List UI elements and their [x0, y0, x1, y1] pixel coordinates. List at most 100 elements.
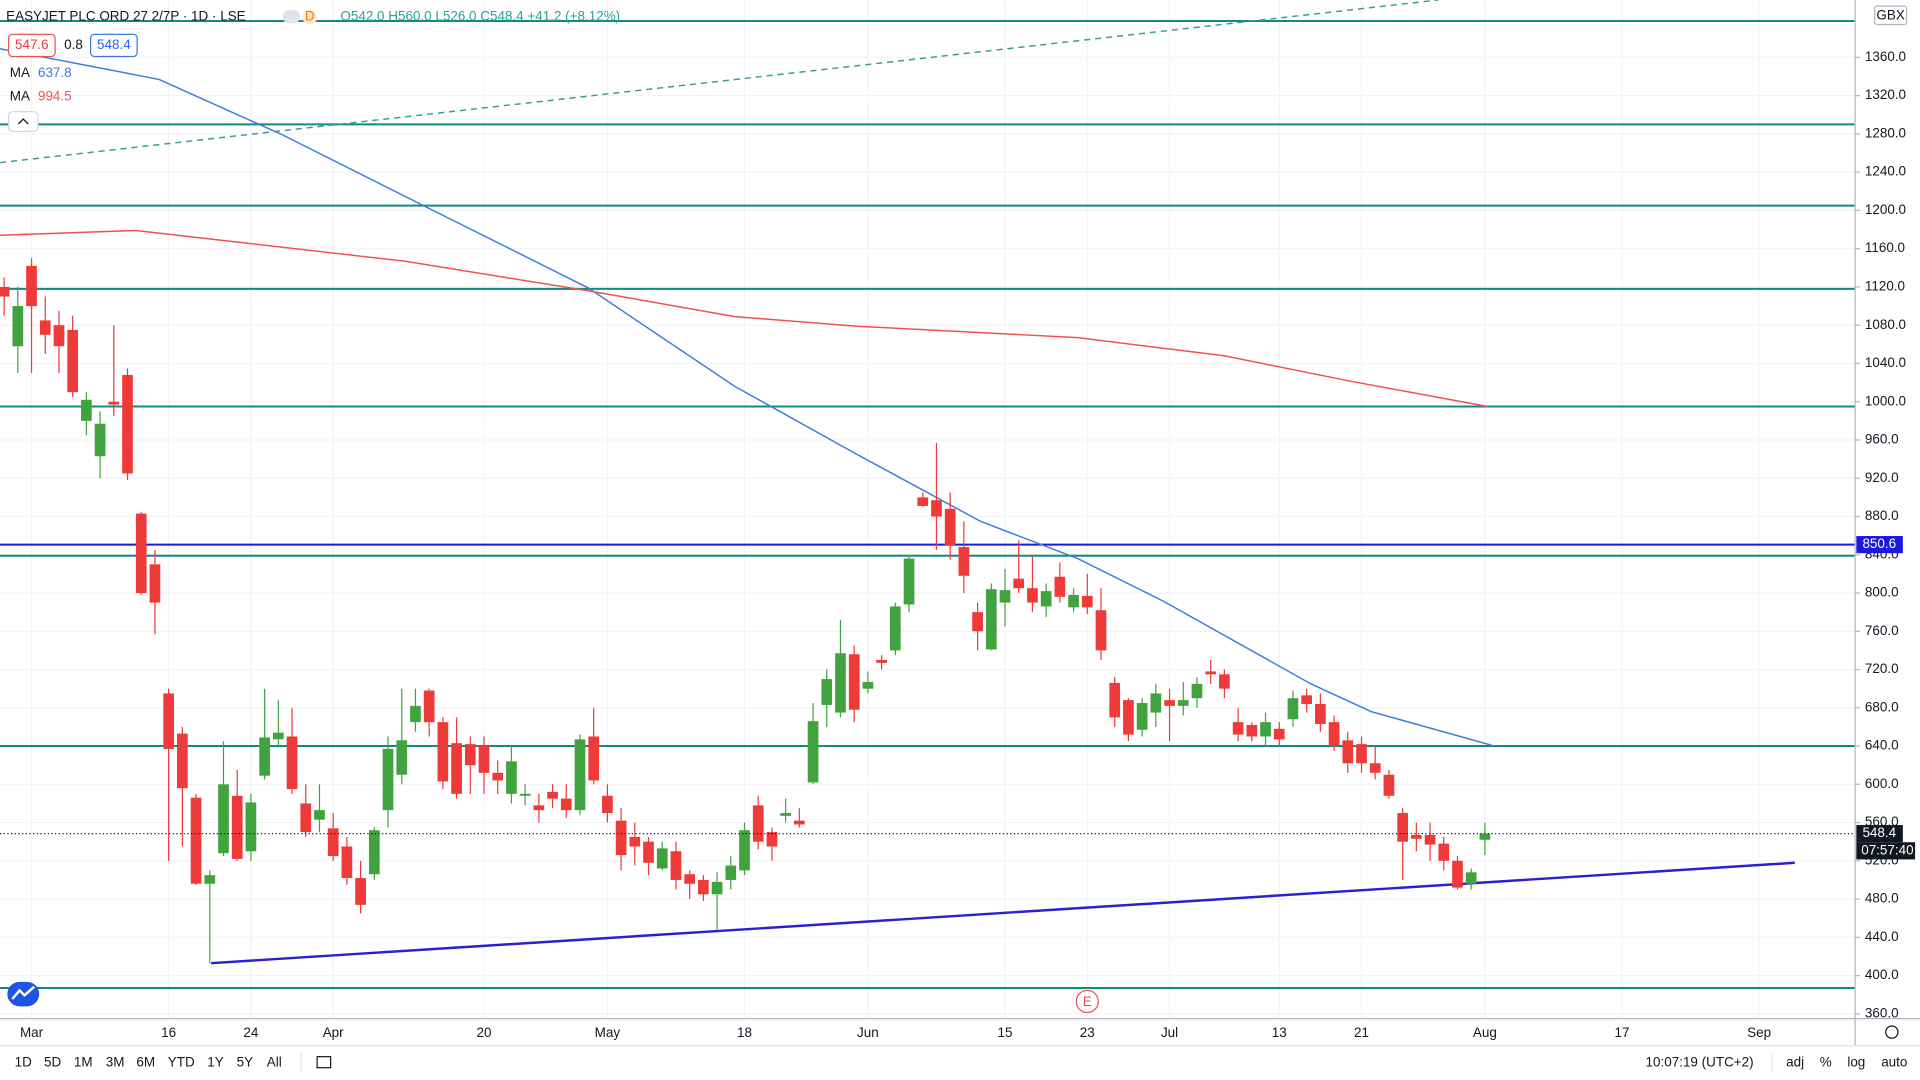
ohlc-values: O542.0 H560.0 L526.0 C548.4 +41.2 (+8.12… — [340, 9, 620, 24]
candle-body — [272, 732, 284, 740]
candle-body — [739, 830, 750, 871]
candle-body — [1465, 872, 1477, 884]
candle-body — [615, 820, 627, 856]
trend-line — [211, 861, 1795, 965]
timeframe-button[interactable]: 1D — [15, 1054, 32, 1069]
candle-body — [1040, 591, 1052, 607]
ask: 548.4 — [97, 37, 131, 52]
candle-body — [835, 653, 846, 713]
x-tick-label: 15 — [998, 1025, 1013, 1040]
candle-body — [423, 690, 435, 723]
bid: 547.6 — [15, 37, 49, 52]
candle-body — [588, 736, 600, 781]
candle-body — [190, 797, 202, 884]
y-tick-label: 1320.0 — [1865, 87, 1906, 102]
candle-body — [1164, 700, 1175, 706]
candle-body — [163, 693, 174, 749]
timeframe-button[interactable]: 3M — [106, 1054, 125, 1069]
candle-body — [464, 744, 476, 766]
y-tick-label: 800.0 — [1865, 585, 1899, 600]
x-tick-label: 13 — [1272, 1025, 1287, 1040]
timeframe-button[interactable]: 1Y — [207, 1054, 223, 1069]
candle-body — [794, 820, 805, 825]
y-tick-label: 640.0 — [1865, 738, 1899, 753]
scale-toggle[interactable]: adj — [1786, 1054, 1804, 1069]
toggle-icon[interactable] — [282, 9, 300, 24]
candle-body — [670, 851, 682, 880]
timeframe-button[interactable]: 5Y — [237, 1054, 253, 1069]
x-tick-label: 23 — [1080, 1025, 1095, 1040]
candle-body — [1205, 671, 1217, 675]
scale-toggle[interactable]: % — [1820, 1054, 1832, 1069]
y-tick-label: 1000.0 — [1865, 393, 1906, 408]
candle-body — [711, 881, 723, 895]
scale-toggle[interactable]: auto — [1881, 1054, 1907, 1069]
candle-body — [1109, 682, 1121, 718]
interval-badge-bg — [302, 9, 318, 25]
candle-body — [1328, 722, 1340, 747]
candle-body — [1095, 610, 1107, 651]
x-tick-label: 24 — [243, 1025, 258, 1040]
y-tick-label: 920.0 — [1865, 470, 1899, 485]
timeframe-button[interactable]: 6M — [136, 1054, 155, 1069]
y-tick-label: 1080.0 — [1865, 317, 1906, 332]
date-range-icon[interactable] — [316, 1056, 332, 1069]
candle-body — [94, 423, 106, 457]
y-tick-label: 1120.0 — [1865, 278, 1905, 293]
candle-body — [382, 748, 394, 811]
candle-body — [725, 865, 737, 880]
y-tick-label: 1200.0 — [1865, 202, 1906, 217]
x-tick-label: 18 — [737, 1025, 752, 1040]
candle-body — [1150, 693, 1162, 713]
candle-body — [629, 836, 641, 847]
event-marker — [1075, 989, 1099, 1014]
y-tick-label: 1240.0 — [1865, 164, 1906, 179]
candle-body — [341, 846, 353, 879]
timeframe-button[interactable]: 5D — [44, 1054, 61, 1069]
timeframe-button[interactable]: YTD — [168, 1054, 195, 1069]
candle-body — [437, 722, 449, 782]
x-tick-label: Mar — [20, 1025, 44, 1040]
candle-body — [108, 401, 120, 405]
candle-body — [135, 513, 147, 594]
marked-level-badge — [1856, 536, 1903, 554]
candle-body — [410, 705, 421, 723]
candle-body — [177, 733, 188, 789]
ask-box[interactable] — [90, 33, 138, 58]
candle-body — [1136, 703, 1148, 730]
settings-icon[interactable] — [1885, 1025, 1899, 1039]
candle-body — [81, 399, 92, 421]
candle-body — [533, 805, 545, 811]
candle-body — [506, 761, 517, 794]
x-tick-label: Aug — [1473, 1025, 1497, 1040]
y-tick-label: 680.0 — [1865, 699, 1899, 714]
candle-body — [218, 784, 229, 854]
candle-body — [1424, 834, 1436, 845]
moving-average — [0, 229, 1488, 408]
candle-body — [602, 795, 613, 813]
candle-body — [1246, 725, 1258, 737]
last-price-label: 548.4 — [1862, 825, 1896, 840]
candle-body — [314, 810, 325, 820]
candle-body — [1287, 698, 1299, 720]
candle-body — [149, 564, 161, 603]
marked-level-label: 850.6 — [1862, 536, 1896, 551]
axes: 360.0400.0440.0480.0520.0560.0600.0640.0… — [20, 5, 1916, 1040]
timeframe-button[interactable]: 1M — [74, 1054, 93, 1069]
candle-body — [67, 329, 79, 393]
x-tick-label: 17 — [1615, 1025, 1630, 1040]
candle-body — [1438, 843, 1450, 861]
y-tick-label: 440.0 — [1865, 929, 1899, 944]
candle-body — [903, 558, 915, 605]
event-label: E — [1083, 994, 1092, 1009]
spread: 0.8 — [64, 37, 83, 52]
timeframe-button[interactable]: All — [267, 1054, 282, 1069]
scale-toggle[interactable]: log — [1847, 1054, 1865, 1069]
candle-body — [1027, 588, 1038, 603]
x-tick-label: Jul — [1161, 1025, 1178, 1040]
bid-box[interactable] — [7, 33, 56, 58]
collapse-button[interactable] — [7, 111, 39, 132]
x-tick-label: 20 — [477, 1025, 492, 1040]
candle-body — [1013, 578, 1025, 589]
